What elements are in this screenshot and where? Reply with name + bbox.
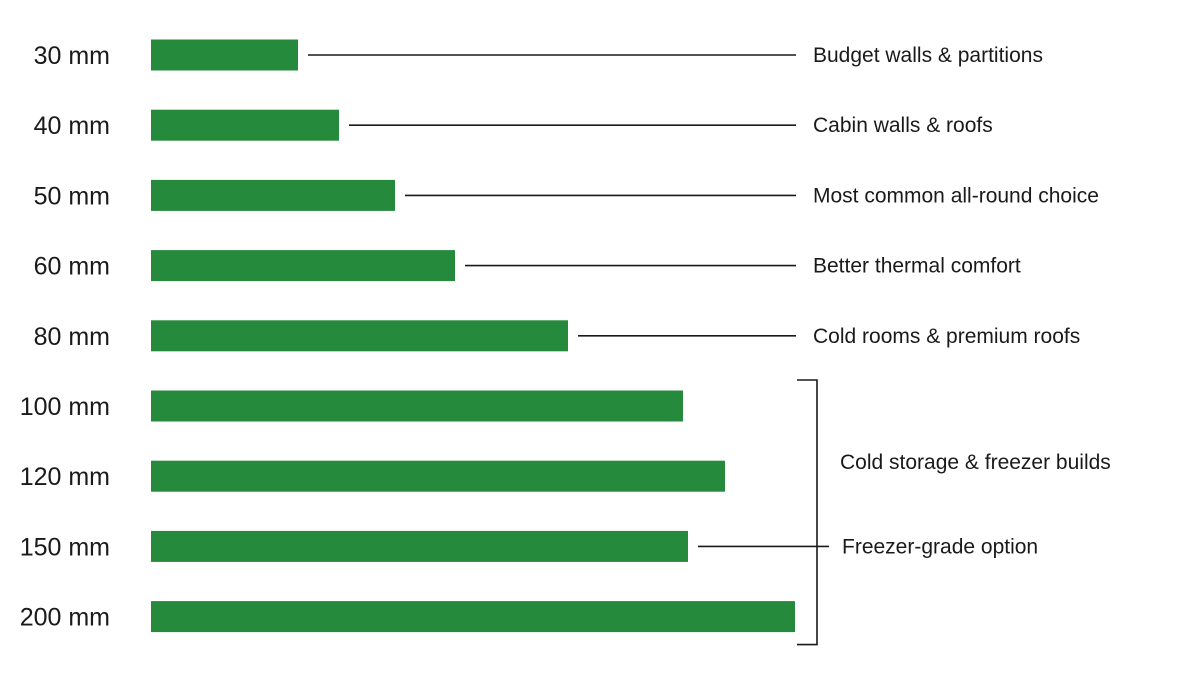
category-label: 30 mm — [34, 42, 110, 70]
bar — [151, 601, 795, 633]
bar — [151, 460, 725, 492]
bracket-group: Cold storage & freezer builds — [797, 379, 1111, 646]
bracket-line — [797, 379, 818, 646]
category-label: 120 mm — [20, 463, 110, 491]
category-label: 150 mm — [20, 533, 110, 561]
annotation-label: Most common all-round choice — [813, 184, 1099, 207]
category-label: 100 mm — [20, 393, 110, 421]
category-label: 50 mm — [34, 182, 110, 210]
category-label: 200 mm — [20, 604, 110, 632]
bar — [151, 530, 688, 562]
bar — [151, 390, 683, 422]
annotation-label: Cold rooms & premium roofs — [813, 325, 1080, 348]
annotation-label: Budget walls & partitions — [813, 44, 1043, 67]
category-labels: 30 mm 40 mm 50 mm 60 mm 80 mm 100 mm 120 mm 150… — [20, 42, 110, 632]
bars — [151, 39, 795, 633]
category-label: 40 mm — [34, 112, 110, 140]
annotation-label: Better thermal comfort — [813, 255, 1021, 278]
annotation-label: Freezer-grade option — [842, 535, 1038, 558]
category-label: 60 mm — [34, 253, 110, 281]
category-label: 80 mm — [34, 323, 110, 351]
bar — [151, 320, 568, 352]
bracket-label: Cold storage & freezer builds — [840, 451, 1111, 474]
annotation-label: Cabin walls & roofs — [813, 114, 993, 137]
bar — [151, 250, 455, 282]
annotation-labels: Budget walls & partitions Cabin walls & r… — [813, 44, 1099, 558]
bar — [151, 179, 395, 211]
annotation-leaders — [308, 54, 829, 548]
bar — [151, 109, 339, 141]
bar — [151, 39, 298, 71]
